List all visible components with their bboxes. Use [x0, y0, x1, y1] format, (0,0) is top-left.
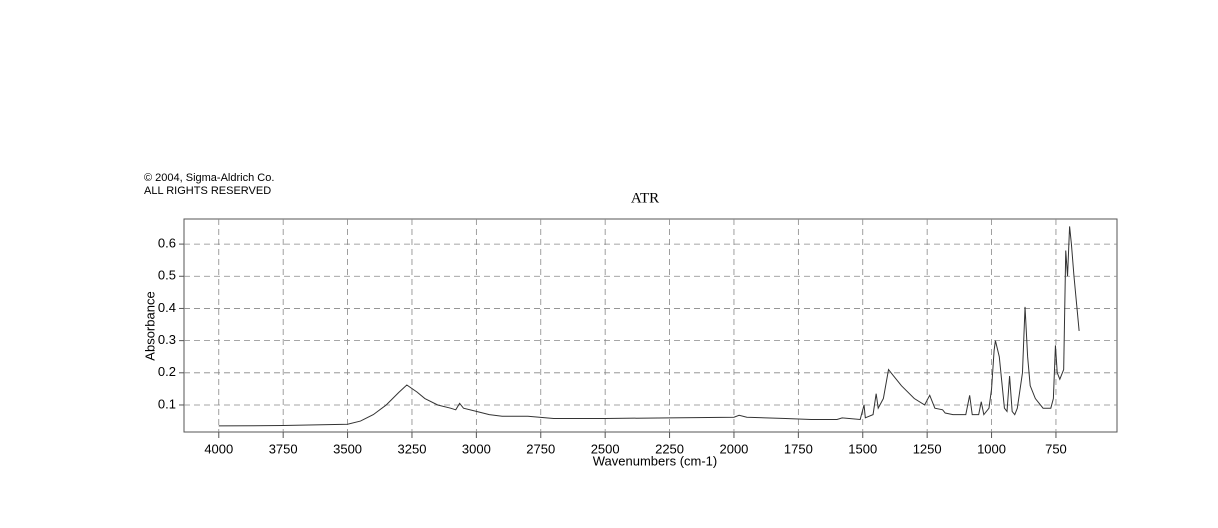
x-tick-label: 1250: [913, 441, 942, 456]
copyright: © 2004, Sigma-Aldrich Co.: [144, 172, 274, 184]
rights: ALL RIGHTS RESERVED: [144, 185, 271, 197]
x-tick-label: 2000: [719, 441, 748, 456]
y-tick-label: 0.2: [158, 364, 176, 379]
x-tick-label: 1750: [784, 441, 813, 456]
y-tick-label: 0.6: [158, 236, 176, 251]
x-tick-label: 3750: [269, 441, 298, 456]
x-tick-label: 2250: [655, 441, 684, 456]
x-tick-label: 1500: [848, 441, 877, 456]
x-tick-label: 750: [1045, 441, 1067, 456]
y-tick-label: 0.1: [158, 396, 176, 411]
x-tick-label: 1000: [977, 441, 1006, 456]
x-tick-label: 4000: [204, 441, 233, 456]
plot-frame: [183, 218, 1118, 433]
y-axis-label: Absorbance: [142, 291, 157, 360]
y-tick-label: 0.5: [158, 268, 176, 283]
x-tick-label: 3500: [333, 441, 362, 456]
x-axis-label: Wavenumbers (cm-1): [593, 453, 717, 468]
x-tick-label: 3000: [462, 441, 491, 456]
x-tick-label: 3250: [398, 441, 427, 456]
spectrum-line: [218, 226, 1080, 427]
y-tick-label: 0.3: [158, 332, 176, 347]
x-tick-label: 2750: [526, 441, 555, 456]
y-tick-label: 0.4: [158, 300, 176, 315]
x-tick-label: 2500: [591, 441, 620, 456]
chart-title: ATR: [631, 190, 659, 206]
